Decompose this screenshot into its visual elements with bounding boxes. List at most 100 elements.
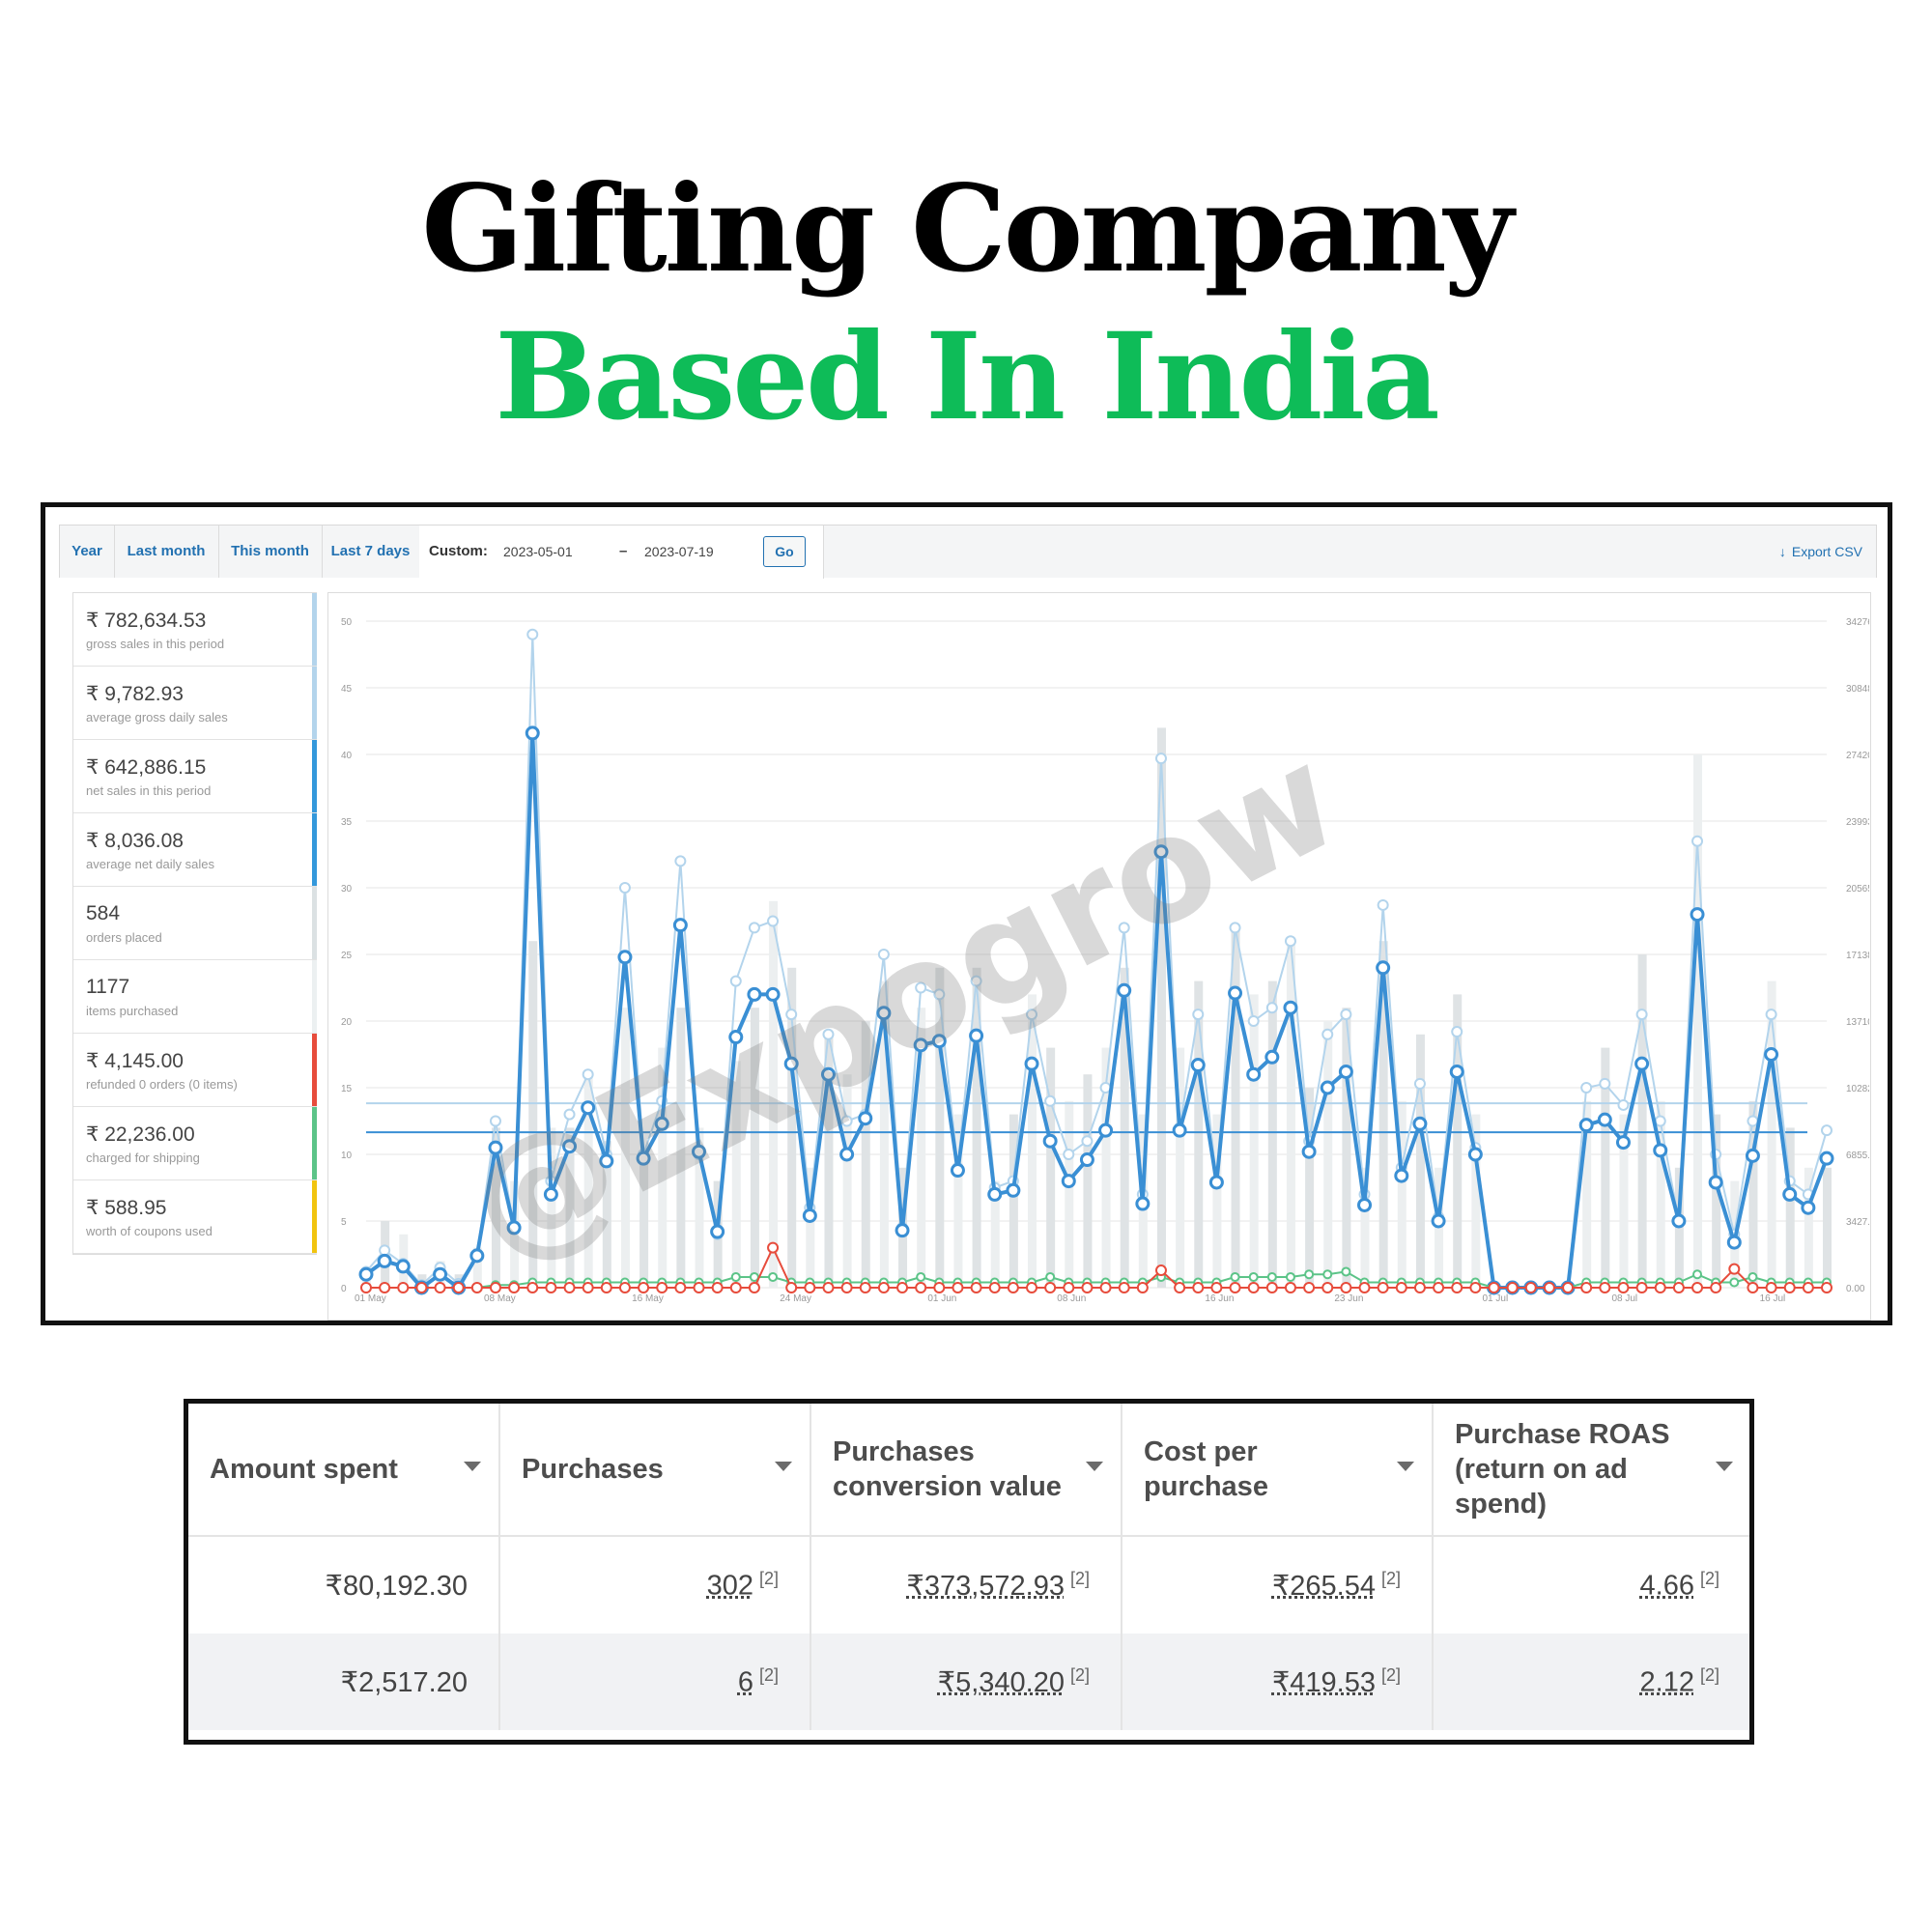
stat-net-sales[interactable]: ₹ 642,886.15 net sales in this period [73,740,317,813]
stat-average-gross-daily-sales[interactable]: ₹ 9,782.93 average gross daily sales [73,667,317,740]
column-header-purchases[interactable]: Purchases [499,1404,811,1537]
orders-bar [491,1127,500,1288]
orders-bar [1065,1100,1074,1288]
column-header-amount-spent[interactable]: Amount spent [188,1404,500,1537]
tab-last-7-days[interactable]: Last 7 days [322,526,420,578]
gross-sales-point [1118,922,1130,934]
refunds-point [711,1282,724,1293]
orders-bar [639,1154,649,1288]
orders-bar [1397,1100,1406,1288]
refunds-point [1247,1282,1260,1293]
stat-orders-placed[interactable]: 584 orders placed [73,887,317,960]
go-button[interactable]: Go [763,536,806,567]
refunds-point [1710,1282,1722,1293]
net-sales-point [728,1030,744,1045]
gross-sales-point [582,1068,594,1081]
column-header-cost-per-purchase[interactable]: Cost per purchase [1122,1404,1434,1537]
refunds-point [933,1282,946,1293]
tab-this-month[interactable]: This month [218,526,323,578]
net-sales-point [1745,1148,1760,1163]
net-sales-point [969,1028,984,1043]
stat-average-net-daily-sales[interactable]: ₹ 8,036.08 average net daily sales [73,813,317,887]
x-tick-label: 16 Jun [1205,1293,1234,1304]
gross-sales-point [970,975,982,987]
cell-value: 4.66 [1639,1570,1694,1602]
stat-shipping[interactable]: ₹ 22,236.00 charged for shipping [73,1107,317,1180]
export-csv-link[interactable]: ↓ Export CSV [1779,526,1862,578]
y-tick-label-left: 15 [341,1084,353,1094]
stat-items-purchased[interactable]: 1177 items purchased [73,960,317,1034]
orders-bar [676,1008,686,1288]
orders-bar [1360,1167,1370,1288]
gross-sales-point [915,981,927,994]
y-tick-label-right: 0.00 [1846,1284,1865,1294]
net-sales-point [913,1037,928,1053]
column-header-purchase-roas[interactable]: Purchase ROAS (return on ad spend) [1433,1404,1749,1537]
refunds-point [1672,1282,1685,1293]
refunds-point [508,1282,521,1293]
tab-custom[interactable]: Custom: 2023-05-01 – 2023-07-19 Go [419,526,824,579]
orders-bar [1194,980,1204,1288]
tab-last-month[interactable]: Last month [114,526,219,578]
sort-down-caret-icon[interactable] [1397,1462,1414,1471]
refunds-point [1007,1282,1019,1293]
sort-down-caret-icon[interactable] [1716,1462,1733,1471]
sort-down-caret-icon[interactable] [1086,1462,1103,1471]
refunds-point [1395,1282,1407,1293]
gross-sales-point [1321,1028,1334,1040]
column-header-conversion-value[interactable]: Purchases conversion value [810,1404,1122,1537]
refunds-point [415,1282,428,1293]
orders-bar [879,980,889,1288]
cell-purchase-roas[interactable]: 2.12 [2] [1433,1634,1749,1730]
cell-cost-per-purchase[interactable]: ₹419.53 [2] [1122,1634,1434,1730]
orders-bar [1212,1114,1222,1288]
date-to-input[interactable]: 2023-07-19 [644,544,714,559]
cell-purchase-roas[interactable]: 4.66 [2] [1433,1536,1749,1634]
y-tick-label-left: 30 [341,884,353,895]
cell-conversion-value[interactable]: ₹373,572.93 [2] [810,1536,1122,1634]
sort-down-caret-icon[interactable] [775,1462,792,1471]
refunds-point [1026,1282,1038,1293]
tab-year[interactable]: Year [60,526,115,578]
cell-ref: [2] [1699,1664,1719,1685]
net-sales-point [1357,1197,1373,1212]
gross-sales-point [379,1244,391,1257]
cell-conversion-value[interactable]: ₹5,340.20 [2] [810,1634,1122,1730]
cell-cost-per-purchase[interactable]: ₹265.54 [2] [1122,1536,1434,1634]
refunds-point [526,1282,539,1293]
cell-amount-spent: ₹2,517.20 [188,1634,500,1730]
date-from-input[interactable]: 2023-05-01 [503,544,573,559]
refunds-point [1433,1282,1445,1293]
date-separator: – [619,543,628,559]
shipping-point [1045,1271,1056,1282]
stat-label: average net daily sales [86,857,214,871]
cell-purchases[interactable]: 6 [2] [499,1634,811,1730]
refunds-point [1321,1282,1334,1293]
stat-value: ₹ 4,145.00 [86,1050,184,1072]
refunds-point [1210,1282,1223,1293]
net-sales-point [1597,1112,1612,1127]
orders-bar [1767,980,1776,1288]
shipping-point [1729,1277,1740,1288]
net-sales-point [1042,1133,1058,1149]
net-sales-point [358,1266,374,1282]
net-sales-point [617,950,633,965]
cell-purchases[interactable]: 302 [2] [499,1536,811,1634]
stat-gross-sales[interactable]: ₹ 782,634.53 gross sales in this period [73,593,317,667]
cell-ref: [2] [1069,1664,1090,1685]
refunds-point [1265,1282,1278,1293]
orders-bar [842,1074,852,1288]
stat-refunded[interactable]: ₹ 4,145.00 refunded 0 orders (0 items) [73,1034,317,1107]
refunds-point [1136,1282,1149,1293]
gross-sales-point [1192,1009,1205,1021]
refunds-point [582,1282,594,1293]
refunds-point [748,1282,760,1293]
sort-down-caret-icon[interactable] [464,1462,481,1471]
refunds-point [767,1241,780,1254]
net-sales-point [562,1139,578,1154]
orders-bar [1249,994,1259,1288]
orders-bar [658,1047,668,1288]
x-tick-label: 24 May [780,1293,811,1304]
stat-coupons[interactable]: ₹ 588.95 worth of coupons used [73,1180,317,1254]
gross-sales-point [840,1115,853,1127]
